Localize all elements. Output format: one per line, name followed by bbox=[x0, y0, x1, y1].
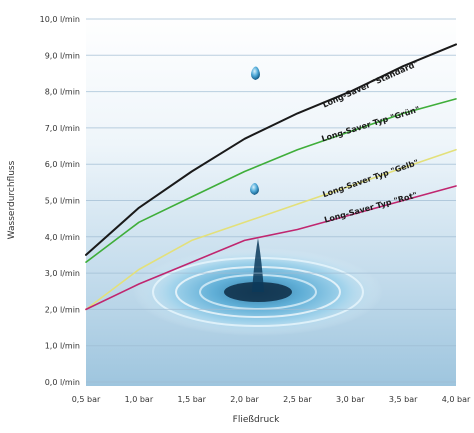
water-ripple-illustration bbox=[133, 238, 383, 336]
y-tick-label: 5,0 l/min bbox=[45, 197, 80, 206]
water-drop-icon bbox=[251, 66, 260, 80]
x-tick-label: 1,0 bar bbox=[125, 395, 154, 404]
series-line bbox=[85, 98, 457, 264]
y-tick-label: 3,0 l/min bbox=[45, 269, 80, 278]
y-tick-label: 10,0 l/min bbox=[40, 15, 80, 24]
series-lines bbox=[85, 43, 457, 311]
y-tick-label: 9,0 l/min bbox=[45, 51, 80, 60]
grid-lines bbox=[86, 18, 456, 383]
axes: 0,0 l/min 1,0 l/min 2,0 l/min 3,0 l/min 4,0 … bbox=[40, 15, 471, 404]
x-tick-label: 0,5 bar bbox=[72, 395, 101, 404]
water-drop-icon bbox=[250, 183, 259, 195]
series-line bbox=[85, 43, 457, 256]
series-line bbox=[85, 185, 457, 311]
x-axis-label: Fließdruck bbox=[233, 415, 280, 425]
y-tick-label: 7,0 l/min bbox=[45, 124, 80, 133]
y-tick-label: 8,0 l/min bbox=[45, 88, 80, 97]
x-tick-label: 2,0 bar bbox=[230, 395, 259, 404]
x-tick-label: 2,5 bar bbox=[283, 395, 312, 404]
y-tick-label: 4,0 l/min bbox=[45, 233, 80, 242]
x-tick-label: 1,5 bar bbox=[177, 395, 206, 404]
x-tick-label: 4,0 bar bbox=[442, 395, 471, 404]
y-tick-label: 2,0 l/min bbox=[45, 305, 80, 314]
series-line bbox=[85, 148, 457, 311]
y-axis-label: Wasserdurchfluss bbox=[7, 160, 17, 239]
y-tick-label: 6,0 l/min bbox=[45, 160, 80, 169]
y-tick-label: 1,0 l/min bbox=[45, 342, 80, 351]
x-tick-label: 3,5 bar bbox=[389, 395, 418, 404]
x-tick-label: 3,0 bar bbox=[336, 395, 365, 404]
y-tick-label: 0,0 l/min bbox=[45, 378, 80, 387]
